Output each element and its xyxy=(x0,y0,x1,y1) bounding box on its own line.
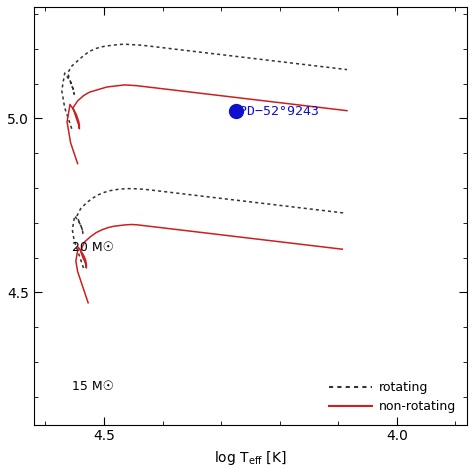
X-axis label: log T$_{\rm eff}$ [K]: log T$_{\rm eff}$ [K] xyxy=(214,449,287,467)
Text: 15 M☉: 15 M☉ xyxy=(72,380,114,393)
Legend: rotating, non-rotating: rotating, non-rotating xyxy=(324,376,461,419)
Text: CPD−52°9243: CPD−52°9243 xyxy=(231,105,319,118)
Text: 20 M☉: 20 M☉ xyxy=(72,241,114,254)
